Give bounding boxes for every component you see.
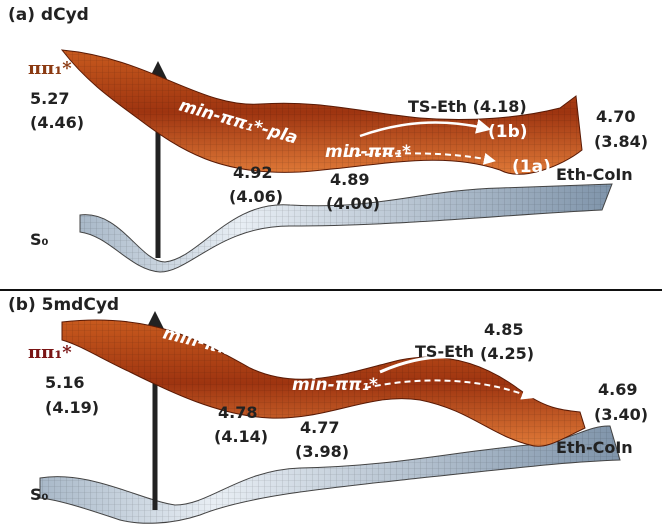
energy-label: (3.98) <box>295 442 349 461</box>
path-label: (1b) <box>488 122 528 142</box>
panel-b-surfaces <box>39 311 621 524</box>
energy-label: 4.69 <box>598 380 637 399</box>
path-label: (1a) <box>512 157 551 177</box>
energy-label: 4.77 <box>300 418 339 437</box>
energy-label: (4.19) <box>45 398 99 417</box>
energy-label: (4.14) <box>214 427 268 446</box>
panel-title: (b) 5mdCyd <box>8 295 119 315</box>
energy-label: (3.40) <box>594 405 648 424</box>
panel-a-surfaces <box>60 49 613 273</box>
point-label: min-ππ₁* <box>292 375 378 395</box>
energy-label: (4.06) <box>229 187 283 206</box>
point-label: Eth-CoIn <box>556 165 633 184</box>
energy-label: (4.00) <box>326 194 380 213</box>
point-label: TS-Eth (4.18) <box>408 97 527 116</box>
point-label: Eth-CoIn <box>556 438 633 457</box>
ground-state-label: S₀ <box>30 485 49 504</box>
point-label: TS-Eth <box>415 342 474 361</box>
energy-label: (3.84) <box>594 132 648 151</box>
energy-label: 4.89 <box>330 170 369 189</box>
excited-state-label: ππ₁* <box>28 58 72 79</box>
energy-label: 4.85 <box>484 320 523 339</box>
point-label: min-ππ₁* <box>325 142 411 162</box>
energy-label: 4.78 <box>218 403 257 422</box>
energy-label: 4.92 <box>233 163 272 182</box>
panel-title: (a) dCyd <box>8 5 89 25</box>
energy-label: (4.46) <box>30 113 84 132</box>
excited-state-label: ππ₁* <box>28 342 72 363</box>
ground-state-label: S₀ <box>30 230 49 249</box>
energy-label: (4.25) <box>480 344 534 363</box>
energy-label: 5.16 <box>45 373 84 392</box>
energy-label: 5.27 <box>30 89 69 108</box>
energy-label: 4.70 <box>596 107 635 126</box>
